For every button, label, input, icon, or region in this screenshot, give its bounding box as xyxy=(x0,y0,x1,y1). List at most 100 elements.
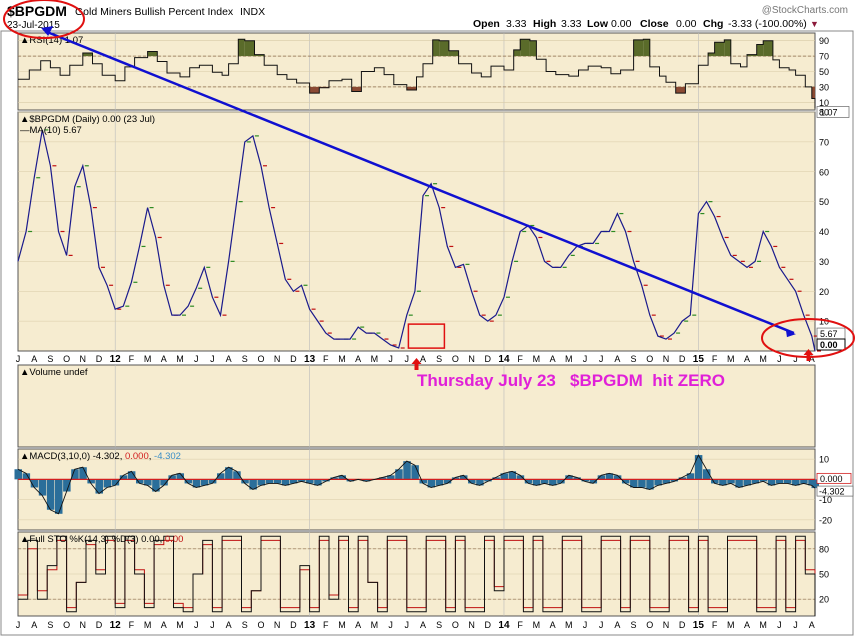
x-tick-label: A xyxy=(550,620,556,630)
macd-histogram-bar xyxy=(249,479,257,490)
macd-histogram-bar xyxy=(144,479,152,486)
annotation-text: Thursday July 23 $BPGDM hit ZERO xyxy=(417,371,725,390)
macd-histogram-bar xyxy=(273,479,282,484)
rsi-fill-segment xyxy=(82,53,93,57)
macd-title-part: -4.302 xyxy=(154,451,181,462)
price-title: ▲$BPGDM (Daily) 0.00 (23 Jul) xyxy=(20,114,155,125)
x-tick-label: S xyxy=(631,620,637,630)
rsi-fill-segment xyxy=(520,39,530,57)
x-tick-label: 12 xyxy=(110,620,122,631)
x-tick-label: A xyxy=(161,354,167,364)
macd-histogram-bar xyxy=(233,471,241,480)
x-tick-label: M xyxy=(338,354,346,364)
macd-histogram-bar xyxy=(411,465,419,480)
x-tick-label: N xyxy=(663,620,670,630)
x-tick-label: A xyxy=(550,354,556,364)
macd-histogram-bar xyxy=(297,479,306,482)
price-panel: 80 70 60 50 40 30 20 10 ▲$BPGDM (Daily) 0.00 (23… xyxy=(17,108,846,352)
y-tick-label: 10 xyxy=(819,317,829,327)
close-value: 0.00 xyxy=(676,18,697,30)
volume-panel-bg xyxy=(17,364,816,448)
x-tick-label: M xyxy=(176,620,184,630)
macd-histogram-bar xyxy=(597,475,606,480)
macd-histogram-bar xyxy=(694,455,703,480)
x-tick-label: F xyxy=(129,620,135,630)
macd-histogram-bar xyxy=(759,479,768,482)
x-tick-label: J xyxy=(777,354,782,364)
macd-histogram-bar xyxy=(314,479,322,486)
x-tick-label: N xyxy=(80,620,87,630)
x-tick-label: 14 xyxy=(498,354,510,365)
macd-histogram-bar xyxy=(184,479,193,484)
macd-histogram-bar xyxy=(500,473,508,480)
x-tick-label: S xyxy=(47,354,53,364)
y-tick-label: 50 xyxy=(819,570,829,580)
y-tick-label: 70 xyxy=(819,137,829,147)
x-tick-label: A xyxy=(744,620,750,630)
x-tick-label: A xyxy=(809,354,815,364)
x-tick-label: J xyxy=(194,620,199,630)
chg-value: -3.33 (-100.00%) xyxy=(728,18,807,30)
x-tick-label: J xyxy=(388,354,393,364)
y-tick-label: 60 xyxy=(819,167,829,177)
macd-histogram-bar xyxy=(638,479,646,488)
macd-histogram-bar xyxy=(152,479,160,492)
x-tick-label: A xyxy=(614,620,620,630)
x-tick-label: 15 xyxy=(693,354,705,365)
macd-histogram-bar xyxy=(451,477,460,480)
x-tick-label: S xyxy=(242,354,248,364)
y-tick-label: 10 xyxy=(819,455,829,465)
open-value: 3.33 xyxy=(506,18,527,30)
x-tick-label: O xyxy=(257,354,264,364)
rsi-fill-segment xyxy=(351,86,362,92)
macd-histogram-bar xyxy=(686,473,695,480)
close-value-label: 0.00 xyxy=(820,340,838,350)
x-tick-label: D xyxy=(290,620,297,630)
macd-title: ▲MACD(3,10,0) -4.302, 0.000, -4.302 xyxy=(20,451,181,462)
price-line xyxy=(17,129,816,352)
rsi-fill-segment xyxy=(448,50,459,57)
rsi-fill-segment xyxy=(147,51,158,57)
y-tick-label: 40 xyxy=(819,227,829,237)
macd-histogram-bar xyxy=(702,469,711,480)
macd-histogram-bar xyxy=(192,479,201,488)
macd-histogram-bar xyxy=(751,479,760,484)
macd-histogram-bar xyxy=(216,473,225,480)
high-label: High xyxy=(533,18,556,30)
rsi-fill-segment xyxy=(714,42,725,57)
symbol-label: $BPGDM xyxy=(7,3,67,19)
macd-line xyxy=(17,454,816,515)
macd-histogram-bar xyxy=(14,469,22,480)
low-highlight-box xyxy=(407,323,446,349)
macd-histogram-bar xyxy=(265,479,274,484)
x-tick-label: J xyxy=(583,620,588,630)
chg-label: Chg xyxy=(703,18,723,30)
x-tick-label: N xyxy=(274,620,281,630)
x-tick-label: A xyxy=(744,354,750,364)
x-tick-label: 13 xyxy=(304,354,316,365)
macd-histogram-bar xyxy=(322,479,330,482)
macd-histogram-bar xyxy=(208,479,217,484)
y-tick-label: 20 xyxy=(819,595,829,605)
x-tick-label: J xyxy=(210,620,215,630)
y-tick-label: 80 xyxy=(819,108,829,118)
macd-histogram-bar xyxy=(557,479,565,484)
x-tick-label: J xyxy=(16,354,21,364)
x-tick-label: J xyxy=(388,620,393,630)
x-tick-label: M xyxy=(727,620,735,630)
x-tick-label: A xyxy=(31,620,37,630)
y-tick-label: 20 xyxy=(819,287,829,297)
x-tick-label: F xyxy=(517,354,523,364)
macd-signal-value: 0.000 xyxy=(820,474,843,484)
date-label: 23-Jul-2015 xyxy=(7,20,60,31)
macd-histogram-bar xyxy=(395,469,403,480)
x-axis-top: J A S O N D 12 F M A M J J A S O N D 13 F M A M J J A S O N D 14 F M A M J J… xyxy=(16,354,815,365)
x-tick-label: S xyxy=(242,620,248,630)
macd-histogram-bar xyxy=(306,479,314,484)
ma-title: —MA(10) 5.67 xyxy=(20,125,82,136)
macd-histogram-bar xyxy=(678,477,687,480)
macd-histogram-bar xyxy=(767,479,776,486)
macd-histogram-bar xyxy=(630,479,638,488)
macd-histogram-bar xyxy=(119,475,128,480)
rsi-fill-segment xyxy=(244,40,255,57)
